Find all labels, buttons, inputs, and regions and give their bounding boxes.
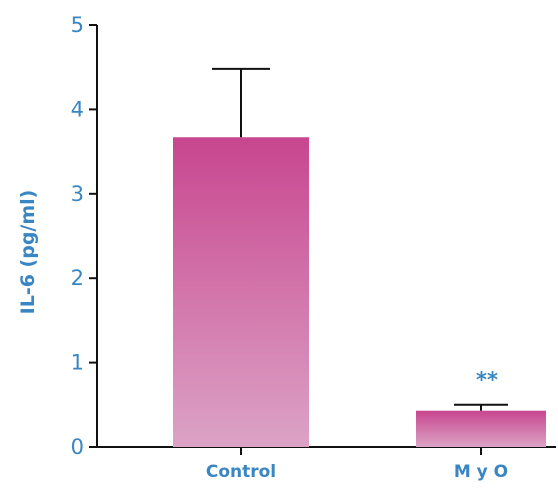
y-axis-title: IL-6 (pg/ml) xyxy=(17,190,39,315)
bars xyxy=(173,67,546,447)
x-category-label: M y O xyxy=(454,462,508,482)
y-tick-label: 0 xyxy=(71,435,84,459)
labels: 0 1 2 3 4 5 Control M y O ** xyxy=(71,13,509,482)
significance-label: ** xyxy=(476,368,498,392)
y-tick-label: 1 xyxy=(71,351,84,375)
x-category-label: Control xyxy=(206,462,276,482)
y-tick-label: 2 xyxy=(71,266,84,290)
y-tick-label: 3 xyxy=(71,182,84,206)
y-tick-label: 4 xyxy=(71,97,84,121)
y-tick-label: 5 xyxy=(71,13,84,37)
bar-m-y-o xyxy=(416,410,546,447)
bar-control xyxy=(173,137,309,447)
